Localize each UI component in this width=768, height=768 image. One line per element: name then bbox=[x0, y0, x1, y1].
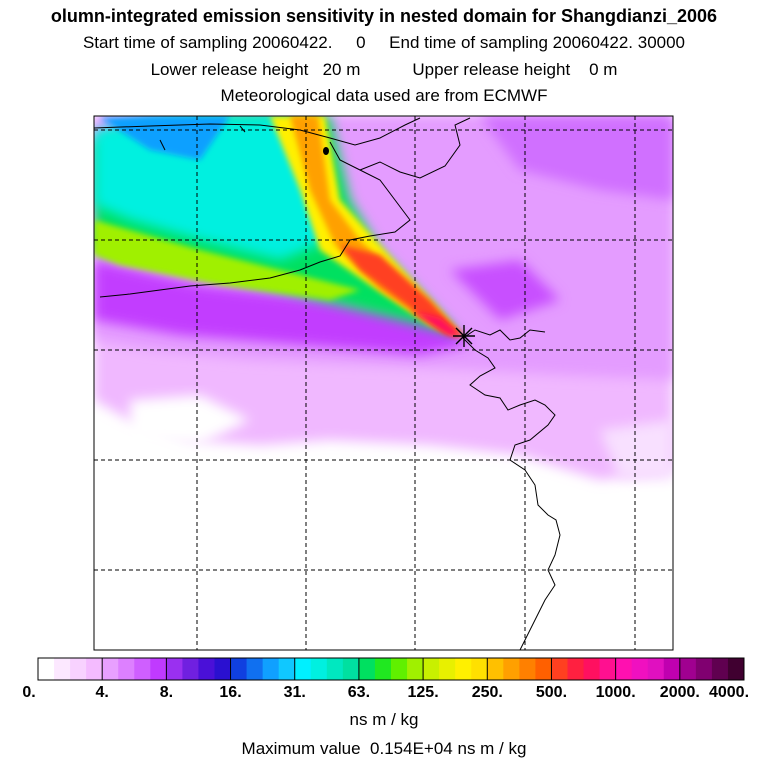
colorbar-swatch bbox=[198, 658, 215, 680]
colorbar-label: 8. bbox=[159, 684, 174, 701]
start-time-value: 20060422. 0 bbox=[252, 33, 366, 52]
colorbar-swatch bbox=[471, 658, 488, 680]
colorbar-label: 4. bbox=[95, 684, 109, 701]
colorbar-swatch bbox=[407, 658, 424, 680]
release-height-line: Lower release height 20 m Upper release … bbox=[0, 60, 768, 80]
end-time-label: End time of sampling bbox=[389, 33, 548, 52]
colorbar-swatch bbox=[503, 658, 520, 680]
colorbar-swatch bbox=[374, 658, 392, 680]
colorbar-swatch bbox=[326, 658, 344, 680]
colorbar-swatch bbox=[631, 658, 649, 680]
colorbar-swatch bbox=[182, 658, 199, 680]
colorbar-swatch bbox=[647, 658, 665, 680]
colorbar-swatch bbox=[439, 658, 456, 680]
sampling-time-line: Start time of sampling 20060422. 0 End t… bbox=[0, 33, 768, 53]
colorbar-swatch bbox=[150, 658, 167, 680]
lower-height-label: Lower release height bbox=[150, 60, 309, 79]
colorbar-swatch bbox=[342, 658, 360, 680]
maximum-value: 0.154E+04 ns m / kg bbox=[370, 739, 527, 758]
colorbar-swatch bbox=[455, 658, 472, 680]
colorbar-swatch bbox=[134, 658, 151, 680]
colorbar-label: 1000. bbox=[595, 684, 636, 701]
colorbar-swatch bbox=[615, 658, 633, 680]
colorbar-label: 125. bbox=[407, 684, 439, 701]
colorbar-label: 250. bbox=[471, 684, 503, 701]
colorbar-swatch bbox=[519, 658, 536, 680]
colorbar-swatch bbox=[423, 658, 440, 680]
colorbar-label: 500. bbox=[535, 684, 568, 701]
colorbar-swatch bbox=[583, 658, 601, 680]
colorbar-swatch bbox=[663, 658, 681, 680]
end-time-value: 20060422. 30000 bbox=[552, 33, 686, 52]
colorbar-swatch bbox=[70, 658, 87, 680]
colorbar-swatch bbox=[118, 658, 135, 680]
colorbar-label: 31. bbox=[283, 684, 306, 701]
maximum-value-line: Maximum value 0.154E+04 ns m / kg bbox=[0, 739, 768, 759]
colorbar-swatch bbox=[567, 658, 585, 680]
colorbar-swatch bbox=[599, 658, 617, 680]
colorbar-swatch bbox=[86, 658, 103, 680]
map-frame bbox=[93, 115, 674, 651]
colorbar-swatch bbox=[294, 658, 312, 680]
colorbar-label: 16. bbox=[219, 684, 242, 701]
colorbar-swatch bbox=[727, 658, 745, 680]
colorbar-label: 63. bbox=[347, 684, 371, 701]
colorbar-swatch bbox=[310, 658, 328, 680]
colorbar-swatch bbox=[246, 658, 264, 680]
colorbar-frame bbox=[37, 657, 745, 681]
colorbar-swatch bbox=[278, 658, 296, 680]
colorbar-swatch bbox=[166, 658, 183, 680]
colorbar-swatch bbox=[262, 658, 280, 680]
upper-height-value: 0 m bbox=[589, 60, 618, 79]
lower-height-value: 20 m bbox=[322, 60, 361, 79]
colorbar-swatch bbox=[214, 658, 232, 680]
colorbar-swatch bbox=[551, 658, 568, 680]
colorbar-swatch bbox=[358, 658, 376, 680]
colorbar-label: 4000. bbox=[708, 684, 750, 701]
met-data-line: Meteorological data used are from ECMWF bbox=[220, 86, 548, 105]
colorbar-swatch bbox=[695, 658, 713, 680]
colorbar-units: ns m / kg bbox=[349, 710, 419, 729]
colorbar-swatch bbox=[487, 658, 504, 680]
upper-height-label: Upper release height bbox=[412, 60, 571, 79]
colorbar-label: 0. bbox=[22, 684, 36, 701]
colorbar-swatch bbox=[535, 658, 552, 680]
colorbar-label: 2000. bbox=[659, 684, 700, 701]
colorbar-swatch bbox=[230, 658, 248, 680]
colorbar-swatch bbox=[679, 658, 697, 680]
map-field bbox=[94, 116, 673, 650]
colorbar-swatch bbox=[38, 658, 55, 680]
colorbar bbox=[37, 657, 745, 681]
colorbar-swatch bbox=[391, 658, 408, 680]
colorbar-swatch bbox=[102, 658, 119, 680]
colorbar-swatch bbox=[54, 658, 71, 680]
receptor-star-icon bbox=[453, 325, 475, 347]
plot-title: olumn-integrated emission sensitivity in… bbox=[50, 6, 718, 26]
start-time-label: Start time of sampling bbox=[82, 33, 248, 52]
maximum-value-label: Maximum value bbox=[241, 739, 361, 758]
colorbar-swatch bbox=[711, 658, 729, 680]
